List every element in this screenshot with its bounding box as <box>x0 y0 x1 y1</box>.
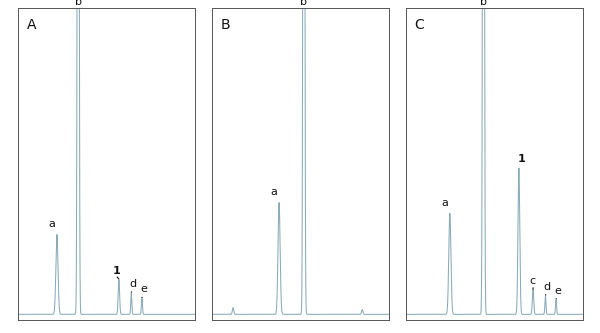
Text: B: B <box>221 18 230 32</box>
Text: C: C <box>415 18 424 32</box>
Text: b: b <box>480 0 487 7</box>
Text: a: a <box>48 219 55 229</box>
Text: e: e <box>140 284 147 294</box>
Text: a: a <box>441 198 448 208</box>
Text: b: b <box>74 0 82 7</box>
Text: 1: 1 <box>112 266 120 276</box>
Text: a: a <box>271 187 277 197</box>
Text: d: d <box>130 279 137 289</box>
Text: b: b <box>301 0 307 7</box>
Text: e: e <box>554 286 561 296</box>
Text: A: A <box>27 18 37 32</box>
Text: 1: 1 <box>518 154 526 164</box>
Text: d: d <box>544 282 551 292</box>
Text: c: c <box>529 276 535 286</box>
